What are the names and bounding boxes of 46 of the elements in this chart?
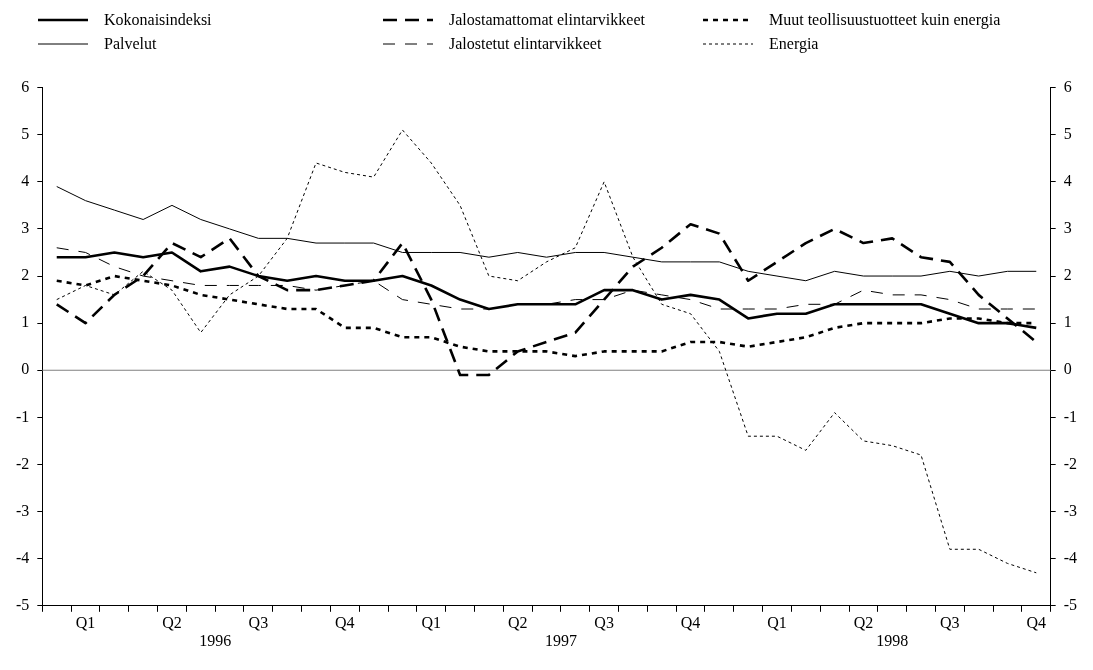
y2-tick-label: 2 (1063, 266, 1072, 284)
text: 1997 (544, 632, 577, 649)
x-tick-label: Q2 (162, 613, 182, 631)
y-tick-label: -2 (16, 454, 30, 472)
legend-label: Palvelut (104, 35, 157, 53)
x-tick-label: Q4 (680, 613, 701, 631)
legend-label: Muut teollisuustuotteet kuin energia (769, 11, 1001, 29)
x-tick-label: Q2 (507, 613, 528, 631)
y-tick-label: 1 (21, 313, 30, 331)
y2-tick-label: 5 (1063, 124, 1072, 142)
y-tick-label: -4 (16, 548, 30, 566)
x-tick-label: Q4 (335, 613, 355, 631)
y2-tick-label: 4 (1063, 172, 1072, 190)
y2-tick-label: 1 (1063, 313, 1072, 331)
line-series (56, 129, 1037, 574)
y-tick-label: -1 (16, 407, 30, 425)
legend-label: Energia (769, 35, 819, 53)
y2-tick-label: -3 (1063, 501, 1077, 519)
x-tick-label: Q1 (75, 613, 96, 631)
x-tick-label: Q3 (248, 613, 269, 631)
x-tick-label: Q4 (1026, 613, 1047, 631)
x-tick-label: Q2 (853, 613, 874, 631)
y2-tick-label: -4 (1063, 548, 1077, 566)
y-tick-label: 3 (21, 219, 30, 237)
y-tick-label: 2 (21, 266, 30, 284)
text: 1998 (876, 632, 909, 649)
y2-tick-label: -5 (1063, 596, 1077, 613)
legend-label: Jalostetut elintarvikkeet (449, 35, 602, 53)
y2-tick-label: 0 (1063, 360, 1072, 378)
y2-tick-label: -1 (1063, 407, 1077, 425)
y-tick-label: 6 (21, 77, 30, 95)
y-tick-label: 5 (21, 124, 30, 142)
y2-tick-label: -2 (1063, 454, 1077, 472)
y-tick-label: 0 (21, 360, 30, 378)
y2-tick-label: 6 (1063, 77, 1072, 95)
legend-label: Jalostamattomat elintarvikkeet (449, 11, 645, 29)
y-tick-label: -3 (16, 501, 30, 519)
legend-label: Kokonaisindeksi (104, 11, 212, 29)
x-tick-label: Q3 (940, 613, 960, 631)
x-tick-label: Q1 (421, 613, 442, 631)
x-tick-label: Q1 (767, 613, 787, 631)
x-tick-label: Q3 (594, 613, 614, 631)
y2-tick-label: 3 (1063, 219, 1072, 237)
y-tick-label: -5 (16, 596, 30, 613)
text: 1996 (199, 632, 232, 649)
y-tick-label: 4 (21, 172, 30, 190)
